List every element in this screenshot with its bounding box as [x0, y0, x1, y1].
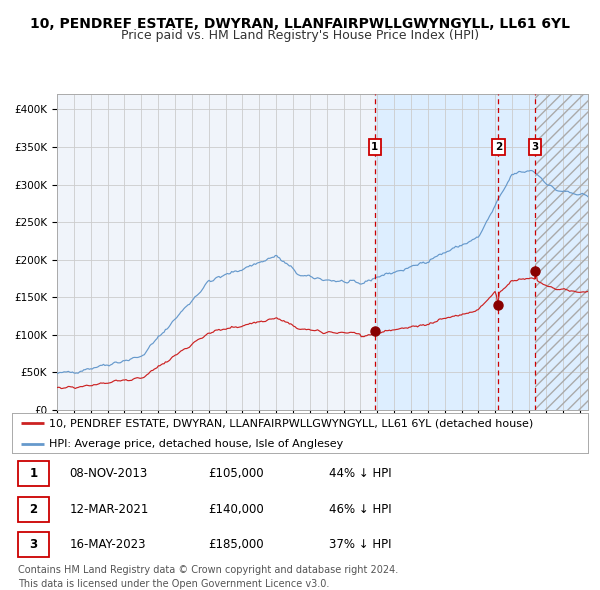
Text: 08-NOV-2013: 08-NOV-2013 — [70, 467, 148, 480]
Text: 10, PENDREF ESTATE, DWYRAN, LLANFAIRPWLLGWYNGYLL, LL61 6YL: 10, PENDREF ESTATE, DWYRAN, LLANFAIRPWLL… — [30, 17, 570, 31]
Text: Price paid vs. HM Land Registry's House Price Index (HPI): Price paid vs. HM Land Registry's House … — [121, 30, 479, 42]
Text: £105,000: £105,000 — [208, 467, 263, 480]
Text: 1: 1 — [371, 142, 379, 152]
FancyBboxPatch shape — [18, 461, 49, 486]
Text: £185,000: £185,000 — [208, 538, 263, 551]
Text: 12-MAR-2021: 12-MAR-2021 — [70, 503, 149, 516]
Text: 3: 3 — [532, 142, 539, 152]
FancyBboxPatch shape — [18, 497, 49, 522]
Text: HPI: Average price, detached house, Isle of Anglesey: HPI: Average price, detached house, Isle… — [49, 440, 344, 450]
Text: 1: 1 — [29, 467, 38, 480]
Bar — [535, 94, 588, 410]
Bar — [375, 94, 588, 410]
Text: Contains HM Land Registry data © Crown copyright and database right 2024.
This d: Contains HM Land Registry data © Crown c… — [18, 565, 398, 589]
Text: 2: 2 — [29, 503, 38, 516]
Text: 2: 2 — [495, 142, 502, 152]
Text: 3: 3 — [29, 538, 38, 551]
Text: £140,000: £140,000 — [208, 503, 263, 516]
FancyBboxPatch shape — [18, 532, 49, 557]
Text: 10, PENDREF ESTATE, DWYRAN, LLANFAIRPWLLGWYNGYLL, LL61 6YL (detached house): 10, PENDREF ESTATE, DWYRAN, LLANFAIRPWLL… — [49, 418, 533, 428]
Text: 44% ↓ HPI: 44% ↓ HPI — [329, 467, 391, 480]
Text: 16-MAY-2023: 16-MAY-2023 — [70, 538, 146, 551]
Text: 46% ↓ HPI: 46% ↓ HPI — [329, 503, 391, 516]
Text: 37% ↓ HPI: 37% ↓ HPI — [329, 538, 391, 551]
